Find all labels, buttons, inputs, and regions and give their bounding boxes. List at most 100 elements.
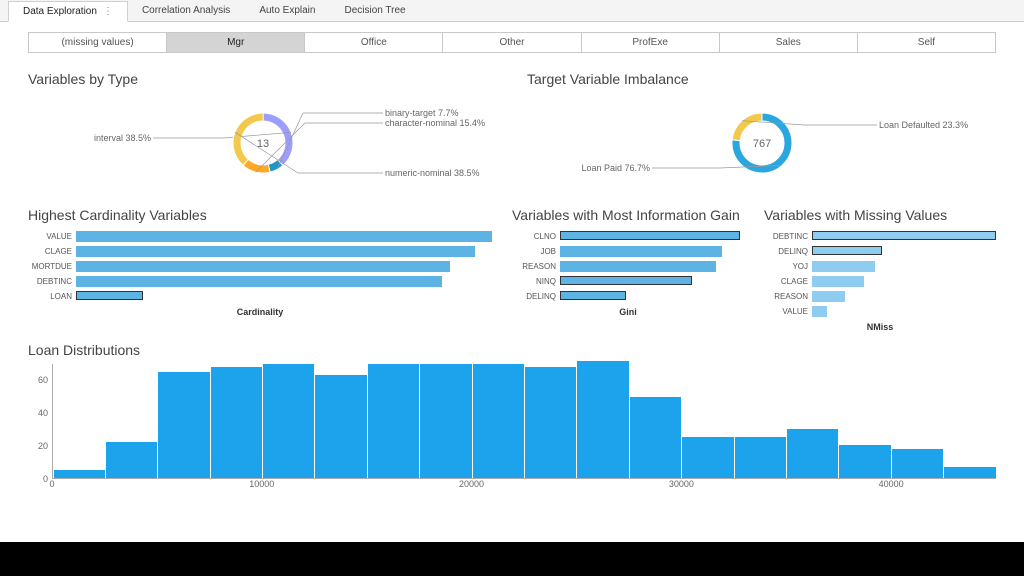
hchart-bar: [812, 276, 864, 287]
donut-slice-label: binary-target 7.7%: [385, 108, 459, 118]
filter-cell[interactable]: Office: [305, 33, 443, 52]
hchart-bar: [812, 291, 845, 302]
hchart-xlabel: Gini: [512, 307, 744, 317]
hchart-row[interactable]: DEBTINC: [764, 229, 996, 243]
filter-cell[interactable]: Other: [443, 33, 581, 52]
cardinality-chart[interactable]: VALUECLAGEMORTDUEDEBTINCLOANCardinality: [28, 229, 492, 317]
hchart-row[interactable]: MORTDUE: [28, 259, 492, 273]
donut-svg: interval 38.5% binary-target 7.7%characte…: [33, 93, 493, 193]
variables-by-type-donut[interactable]: interval 38.5% binary-target 7.7%characte…: [28, 93, 497, 193]
hist-bar[interactable]: [892, 449, 943, 478]
hchart-row[interactable]: CLAGE: [764, 274, 996, 288]
hist-bar[interactable]: [158, 372, 209, 478]
target-imbalance-panel: Target Variable Imbalance Loan Paid 76.7…: [527, 71, 996, 193]
hchart-row[interactable]: CLNO: [512, 229, 744, 243]
donut-svg: Loan Paid 76.7%Loan Defaulted 23.3%767: [532, 93, 992, 193]
hist-bar[interactable]: [106, 442, 157, 478]
hist-bar[interactable]: [263, 364, 314, 478]
hchart-ylabel: NINQ: [512, 277, 560, 286]
donut-slice-label: character-nominal 15.4%: [385, 118, 485, 128]
hchart-row[interactable]: YOJ: [764, 259, 996, 273]
donut-slice-label: interval 38.5%: [93, 133, 150, 143]
info-gain-chart[interactable]: CLNO JOB REASON NINQ DELINQ Gini: [512, 229, 744, 317]
hchart-row[interactable]: NINQ: [512, 274, 744, 288]
hchart-bar: [560, 276, 692, 285]
missing-values-panel: Variables with Missing Values DEBTINCDEL…: [764, 207, 996, 332]
hchart-ylabel: VALUE: [764, 307, 812, 316]
panel-title: Loan Distributions: [28, 342, 996, 358]
hchart-ylabel: DEBTINC: [764, 232, 812, 241]
hist-bar[interactable]: [420, 364, 471, 478]
hchart-bar: [76, 261, 450, 272]
hist-xtick: 20000: [459, 479, 484, 489]
hchart-ylabel: CLNO: [512, 232, 560, 241]
target-imbalance-donut[interactable]: Loan Paid 76.7%Loan Defaulted 23.3%767: [527, 93, 996, 193]
hist-bar[interactable]: [368, 364, 419, 478]
hchart-row[interactable]: DELINQ: [512, 289, 744, 303]
top-tab-bar: Data Exploration⋮Correlation AnalysisAut…: [0, 0, 1024, 22]
hist-bar[interactable]: [577, 361, 628, 478]
top-tab[interactable]: Decision Tree: [330, 1, 420, 20]
histogram-xaxis: 010000200003000040000: [52, 479, 996, 493]
filter-cell[interactable]: Sales: [720, 33, 858, 52]
panel-title: Target Variable Imbalance: [527, 71, 996, 87]
hist-bar[interactable]: [735, 437, 786, 478]
filter-cell[interactable]: Mgr: [167, 33, 305, 52]
hist-bar[interactable]: [682, 437, 733, 478]
hchart-bar: [812, 231, 996, 240]
top-tab[interactable]: Auto Explain: [245, 1, 330, 20]
main-content: (missing values)MgrOfficeOtherProfExeSal…: [0, 22, 1024, 493]
top-tab[interactable]: Correlation Analysis: [128, 1, 245, 20]
filter-row: (missing values)MgrOfficeOtherProfExeSal…: [28, 32, 996, 53]
hchart-row[interactable]: DEBTINC: [28, 274, 492, 288]
panel-title: Variables by Type: [28, 71, 497, 87]
hist-xtick: 30000: [669, 479, 694, 489]
hchart-row[interactable]: REASON: [764, 289, 996, 303]
hist-xtick: 10000: [249, 479, 274, 489]
hchart-row[interactable]: REASON: [512, 259, 744, 273]
hchart-bar: [812, 306, 827, 317]
histogram-yaxis: 0204060: [28, 364, 52, 479]
hist-bar[interactable]: [473, 364, 524, 478]
hchart-bar: [560, 231, 740, 240]
hist-bar[interactable]: [944, 467, 995, 478]
donut-slice[interactable]: [732, 113, 762, 141]
hist-ytick: 60: [38, 375, 48, 385]
filter-cell[interactable]: ProfExe: [582, 33, 720, 52]
hist-bar[interactable]: [54, 470, 105, 478]
hchart-ylabel: REASON: [512, 262, 560, 271]
hist-ytick: 0: [43, 474, 48, 484]
hchart-ylabel: YOJ: [764, 262, 812, 271]
hchart-ylabel: JOB: [512, 247, 560, 256]
hchart-row[interactable]: DELINQ: [764, 244, 996, 258]
hchart-row[interactable]: JOB: [512, 244, 744, 258]
hchart-row[interactable]: CLAGE: [28, 244, 492, 258]
hchart-bar: [812, 261, 875, 272]
top-tab[interactable]: Data Exploration⋮: [8, 1, 128, 22]
missing-values-chart[interactable]: DEBTINCDELINQYOJCLAGEREASONVALUENMiss: [764, 229, 996, 332]
cardinality-panel: Highest Cardinality Variables VALUECLAGE…: [28, 207, 492, 332]
hchart-bar: [560, 291, 626, 300]
hchart-bar: [76, 276, 442, 287]
hist-bar[interactable]: [839, 445, 890, 478]
filter-cell[interactable]: Self: [858, 33, 995, 52]
hist-xtick: 40000: [879, 479, 904, 489]
hchart-row[interactable]: LOAN: [28, 289, 492, 303]
tab-menu-icon[interactable]: ⋮: [103, 6, 113, 17]
hist-bar[interactable]: [315, 375, 366, 478]
hist-bar[interactable]: [630, 397, 681, 478]
hchart-row[interactable]: VALUE: [28, 229, 492, 243]
donut-center-value: 13: [256, 138, 268, 150]
hist-bar[interactable]: [787, 429, 838, 478]
hist-bar[interactable]: [525, 367, 576, 478]
hchart-bar: [560, 246, 722, 257]
hchart-row[interactable]: VALUE: [764, 304, 996, 318]
panel-title: Variables with Most Information Gain: [512, 207, 744, 223]
filter-cell[interactable]: (missing values): [29, 33, 167, 52]
hist-bar[interactable]: [211, 367, 262, 478]
histogram-chart[interactable]: 0204060: [28, 364, 996, 479]
hist-ytick: 40: [38, 408, 48, 418]
hchart-ylabel: DEBTINC: [28, 277, 76, 286]
variables-by-type-panel: Variables by Type interval 38.5% binary-t…: [28, 71, 497, 193]
hchart-ylabel: CLAGE: [764, 277, 812, 286]
